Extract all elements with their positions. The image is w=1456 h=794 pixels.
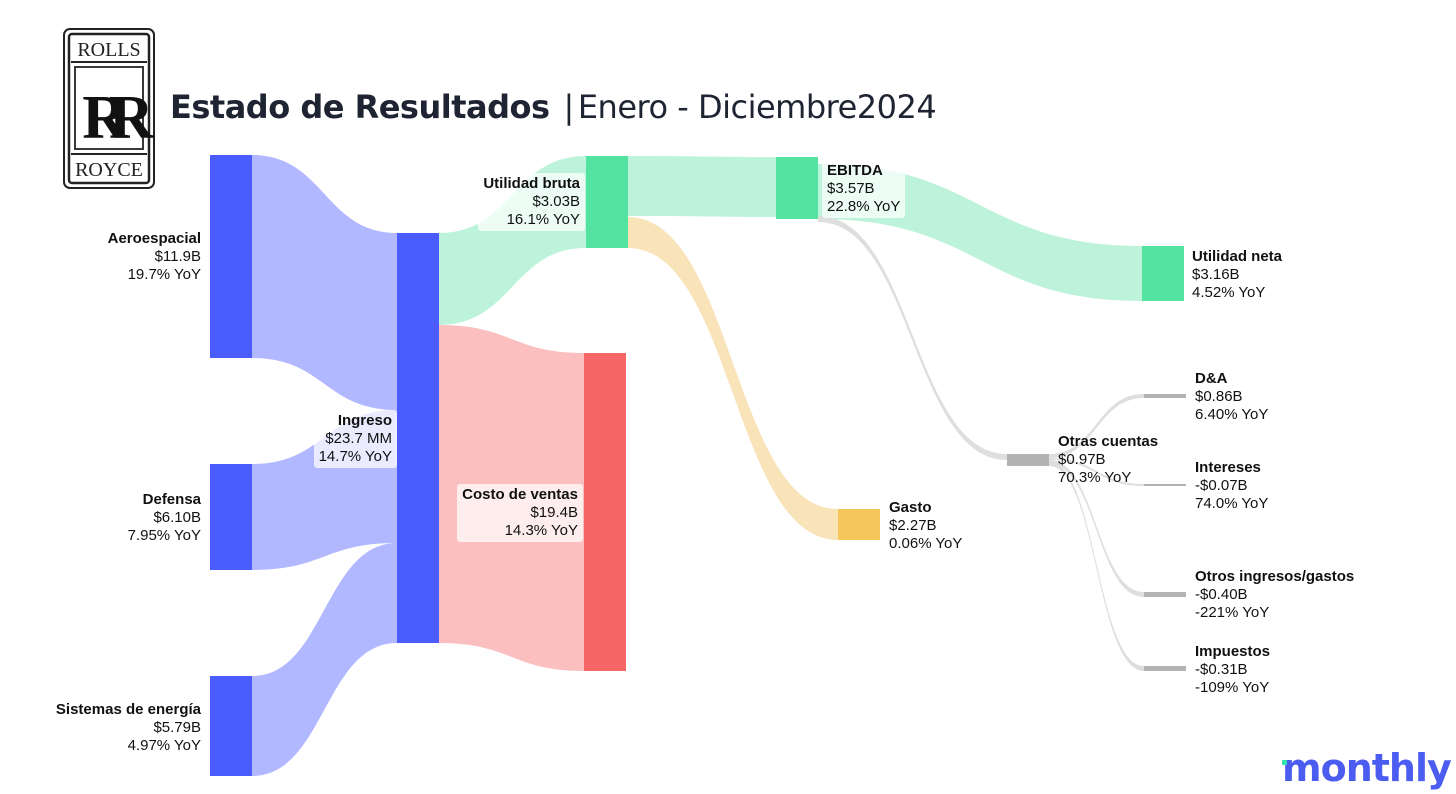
title-period: Enero - Diciembre2024 [577,88,937,126]
flow-otras-impuestos [1049,462,1144,671]
label-ebitda: EBITDA $3.57B 22.8% YoY [822,160,906,218]
node-aero [210,155,252,358]
label-da: D&A $0.86B 6.40% YoY [1195,370,1269,423]
node-neta [1142,246,1184,301]
label-gasto: Gasto $2.27B 0.06% YoY [889,499,963,552]
monthly-brand-logo: monthly [1282,746,1452,790]
node-intereses [1144,484,1186,486]
node-defensa [210,464,252,570]
flow-otras-otrosig [1049,460,1144,597]
label-defensa: Defensa $6.10B 7.95% YoY [127,491,201,544]
label-impuestos: Impuestos -$0.31B -109% YoY [1195,643,1271,696]
flow-energia-ingreso [252,543,397,776]
node-ebitda [776,157,818,219]
node-otrosig [1144,592,1186,597]
node-da [1144,394,1186,398]
label-utilidad-bruta: Utilidad bruta $3.03B 16.1% YoY [478,173,585,231]
title-separator: | [563,88,575,126]
brand-dot [1282,760,1287,765]
sankey-nodes [210,155,1186,776]
node-bruta [586,156,628,248]
node-energia [210,676,252,776]
node-gasto [838,509,880,540]
node-otras [1007,454,1049,466]
label-otros-ingresos-gastos: Otros ingresos/gastos -$0.40B -221% YoY [1195,568,1355,621]
label-otras-cuentas: Otras cuentas $0.97B 70.3% YoY [1058,433,1159,486]
label-intereses: Intereses -$0.07B 74.0% YoY [1195,459,1269,512]
label-aeroespacial: Aeroespacial $11.9B 19.7% YoY [107,230,201,283]
logo-top-text: ROLLS [77,39,140,61]
label-sistemas-energia: Sistemas de energía $5.79B 4.97% YoY [55,701,201,754]
flow-otras-intereses [1049,458,1144,486]
page-title: Estado de Resultados | Enero - Diciembre20… [170,88,937,126]
flow-bruta-ebitda [628,156,776,217]
logo-bottom-text: ROYCE [75,159,143,181]
title-main: Estado de Resultados [170,88,550,126]
flow-aero-ingreso [252,155,397,410]
flow-bruta-gasto [628,217,838,540]
node-ingreso [397,233,439,643]
flow-otras-da [1049,394,1144,458]
rolls-royce-logo: ROLLS RR ROYCE [63,28,155,189]
node-costo [584,353,626,671]
flow-ebitda-otras [818,216,1007,460]
label-ingreso: Ingreso $23.7 MM 14.7% YoY [313,410,397,468]
label-costo-ventas: Costo de ventas $19.4B 14.3% YoY [457,484,583,542]
node-impuestos [1144,666,1186,671]
label-utilidad-neta: Utilidad neta $3.16B 4.52% YoY [1192,248,1283,301]
